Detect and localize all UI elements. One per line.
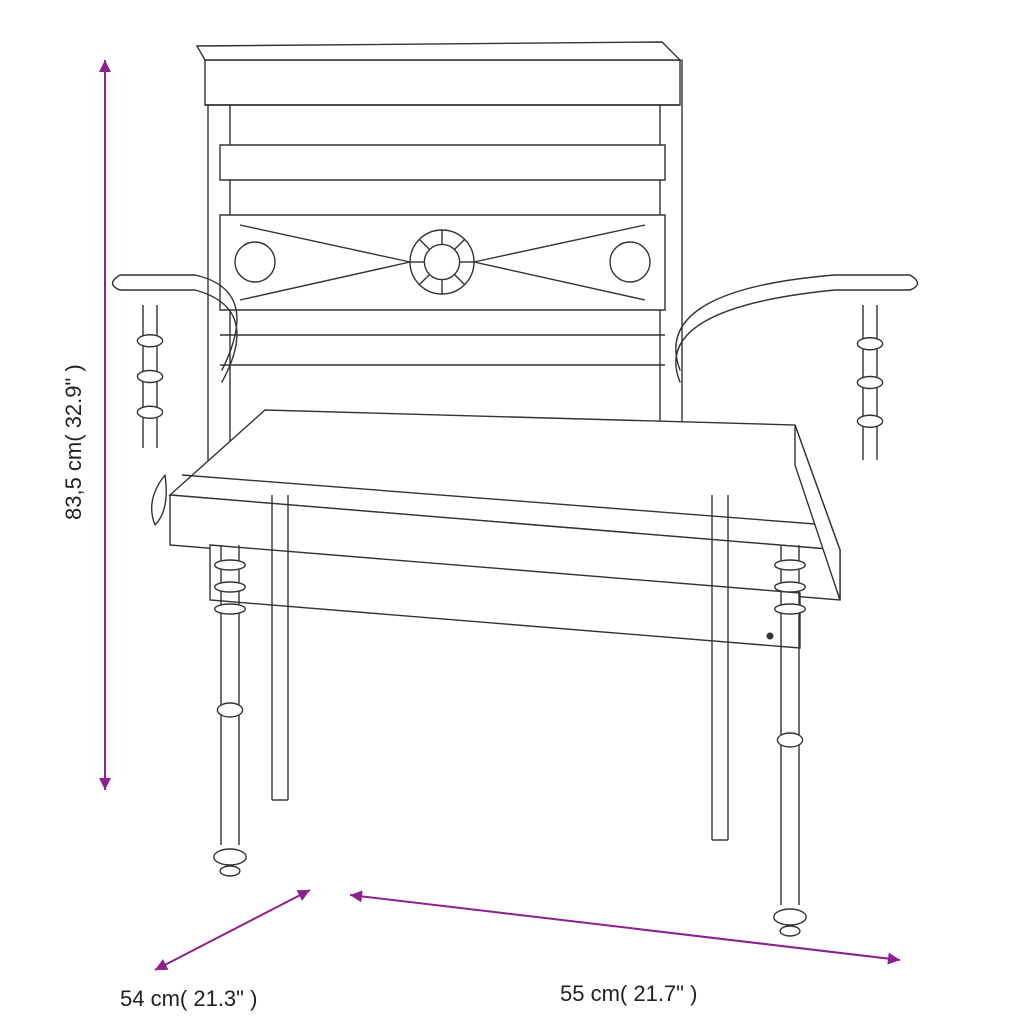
dim-height-label: 83,5 cm( 32.9" ) xyxy=(60,364,89,520)
dim-depth-label: 54 cm( 21.3" ) xyxy=(120,985,257,1014)
diagram-stage: 83,5 cm( 32.9" ) 54 cm( 21.3" ) 55 cm( 2… xyxy=(0,0,1024,1024)
chair-dimension-drawing xyxy=(0,0,1024,1024)
dim-width-label: 55 cm( 21.7" ) xyxy=(560,980,697,1009)
